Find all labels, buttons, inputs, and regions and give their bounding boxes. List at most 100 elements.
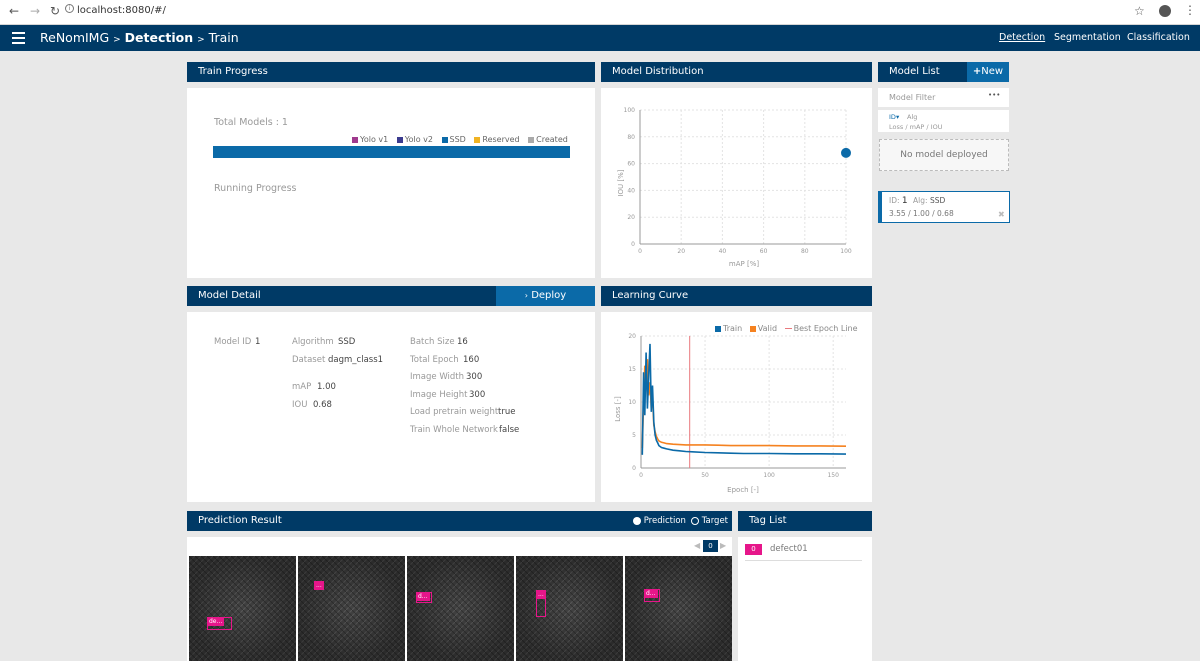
md-model-point[interactable] (841, 147, 851, 158)
md-x-tick: 60 (760, 248, 768, 255)
tag-list-title: Tag List (749, 515, 787, 526)
account-icon[interactable] (1159, 5, 1171, 17)
model-list-item[interactable]: ID: 1 Alg: SSD 3.55 / 1.00 / 0.68 ✖ (878, 191, 1010, 223)
star-icon[interactable]: ☆ (1134, 4, 1145, 18)
tag-id: 0 (745, 544, 762, 555)
train-whole-label: Train Whole Network (410, 425, 498, 435)
md-x-tick: 20 (677, 248, 685, 255)
address-bar[interactable]: localhost:8080/#/ (77, 5, 166, 16)
md-x-tick: 40 (719, 248, 727, 255)
app-header: ReNomIMG > Detection > Train Detection S… (0, 25, 1200, 51)
radio-unchecked-icon[interactable] (691, 516, 699, 525)
menu-dots-icon[interactable]: ⋮ (1184, 3, 1196, 17)
legend-reserved: Reserved (474, 135, 520, 144)
nav-segmentation[interactable]: Segmentation (1054, 32, 1121, 43)
option-target[interactable]: Target (691, 511, 728, 531)
learning-curve-panel: Train Valid Best Epoch Line 20 15 10 5 0 0 50 1… (601, 312, 872, 502)
app-name[interactable]: ReNomIMG (40, 30, 110, 45)
sort-iou[interactable]: IOU (930, 123, 943, 131)
batch-size-label: Batch Size (410, 337, 455, 347)
breadcrumb: ReNomIMG > Detection > Train (40, 30, 239, 45)
detection-box: d... (644, 589, 660, 602)
new-model-button[interactable]: +New (967, 62, 1009, 82)
prediction-image[interactable]: ... (298, 556, 405, 661)
forward-icon[interactable]: → (30, 4, 41, 18)
surface-texture (625, 556, 732, 661)
model-distribution-title: Model Distribution (612, 66, 704, 77)
deploy-button[interactable]: › Deploy (496, 286, 595, 306)
md-y-tick: 100 (624, 107, 636, 114)
model-sort-bar: ID▾ Alg Loss / mAP / IOU (878, 110, 1009, 132)
total-models-bar (213, 146, 570, 158)
hamburger-menu-icon[interactable] (12, 32, 25, 44)
prediction-image[interactable]: d... (625, 556, 732, 661)
image-width-label: Image Width (410, 372, 465, 382)
tag-item[interactable]: 0 defect01 (745, 543, 862, 561)
filter-menu-icon[interactable]: ••• (988, 91, 1001, 99)
detection-box: ... (536, 590, 546, 617)
reload-icon[interactable]: ↻ (50, 4, 61, 18)
chevron-right-icon: › (524, 291, 528, 300)
sort-map[interactable]: mAP (909, 123, 925, 131)
page-number[interactable]: 0 (703, 540, 718, 552)
model-detail-header: Model Detail (187, 286, 595, 306)
md-y-tick: 20 (627, 214, 635, 221)
prediction-image[interactable]: ... (516, 556, 623, 661)
map-value: 1.00 (317, 382, 336, 392)
created-swatch (528, 136, 535, 143)
model-distribution-panel: 100 80 60 40 20 0 0 20 40 60 80 100 IOU [%] mAP [%] (601, 88, 872, 278)
breadcrumb-section[interactable]: Detection (124, 30, 194, 45)
breadcrumb-separator: > (113, 35, 121, 45)
algorithm-value: SSD (338, 337, 356, 347)
prediction-result-title: Prediction Result (198, 515, 282, 526)
sort-alg[interactable]: Alg (907, 113, 918, 121)
best-epoch-swatch (784, 328, 792, 329)
detection-box: ... (314, 581, 324, 590)
image-height-label: Image Height (410, 390, 468, 400)
learning-curve-header: Learning Curve (601, 286, 872, 306)
detection-box: d... (416, 592, 432, 603)
detection-box: de... (207, 617, 232, 630)
info-icon[interactable]: i (65, 4, 74, 13)
sort-loss[interactable]: Loss (889, 123, 904, 131)
load-pretrain-label: Load pretrain weight (410, 407, 499, 417)
lc-y-tick: 0 (632, 465, 636, 472)
load-pretrain-value: true (498, 407, 516, 417)
radio-checked-icon[interactable] (633, 516, 641, 525)
option-prediction[interactable]: Prediction (633, 511, 686, 531)
total-epoch-label: Total Epoch (410, 355, 459, 365)
map-label: mAP (292, 382, 312, 392)
model-filter[interactable]: Model Filter ••• (878, 88, 1009, 107)
prediction-image[interactable]: d... (407, 556, 514, 661)
algorithm-label: Algorithm (292, 337, 334, 347)
lc-x-tick: 0 (639, 472, 643, 479)
back-icon[interactable]: ← (9, 4, 20, 18)
learning-curve-title: Learning Curve (612, 290, 689, 301)
prediction-result-header: Prediction Result Prediction Target (187, 511, 732, 531)
lc-x-tick: 100 (763, 472, 775, 479)
reserved-swatch (474, 136, 481, 143)
train-progress-panel: Total Models : 1 Yolo v1 Yolo v2 SSD Res… (187, 88, 595, 278)
legend-best-epoch: Best Epoch Line (784, 324, 858, 333)
batch-size-value: 16 (457, 337, 468, 347)
model-distribution-header: Model Distribution (601, 62, 872, 82)
nav-detection[interactable]: Detection (999, 32, 1046, 43)
ssd-swatch (441, 136, 448, 143)
delete-model-icon[interactable]: ✖ (998, 210, 1005, 219)
nav-classification[interactable]: Classification (1127, 32, 1190, 43)
md-y-tick: 80 (627, 134, 635, 141)
prev-page-icon[interactable]: ◀ (694, 541, 701, 550)
md-x-tick: 0 (638, 248, 642, 255)
sort-down-icon: ▾ (895, 113, 900, 121)
tag-list-header: Tag List (738, 511, 872, 531)
lc-x-tick: 50 (701, 472, 709, 479)
sort-id[interactable]: ID▾ (889, 113, 900, 121)
total-models: Total Models : 1 (214, 117, 288, 128)
valid-loss-line (641, 359, 847, 449)
next-page-icon[interactable]: ▶ (720, 541, 727, 550)
lc-x-axis-label: Epoch [-] (727, 486, 759, 494)
yolo-v1-swatch (352, 136, 358, 143)
train-progress-header: Train Progress (187, 62, 595, 82)
image-height-value: 300 (469, 390, 486, 400)
prediction-image[interactable]: de... (189, 556, 296, 661)
